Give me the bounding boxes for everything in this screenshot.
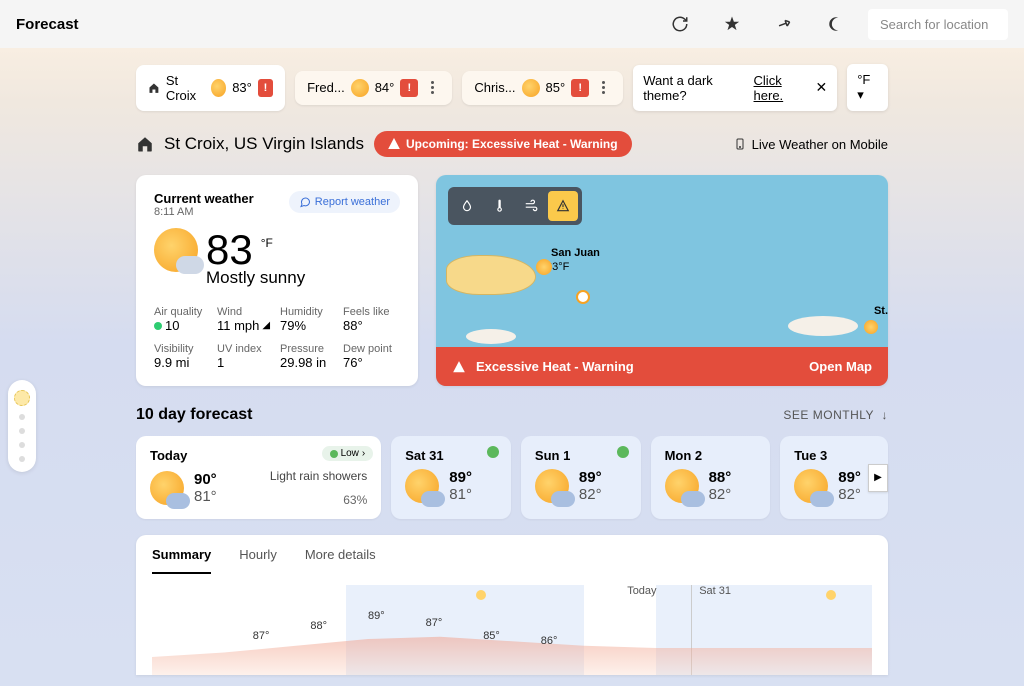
pollen-icon [617, 446, 629, 458]
location-header: St Croix, US Virgin Islands Upcoming: Ex… [136, 131, 888, 157]
warning-pill[interactable]: Upcoming: Excessive Heat - Warning [374, 131, 632, 157]
map-footer: Excessive Heat - Warning Open Map [436, 347, 888, 386]
tab-temp: 84° [375, 80, 395, 95]
scroll-right-button[interactable]: ▶ [868, 464, 888, 492]
map-layer-temp[interactable] [484, 191, 514, 221]
stats-grid: Air quality10 Wind11 mph ◢ Humidity79% F… [154, 306, 400, 370]
map-layer-alert[interactable] [548, 191, 578, 221]
weather-icon [665, 469, 699, 503]
map-shape [466, 329, 516, 344]
warning-icon [388, 138, 400, 150]
main-row: Current weather 8:11 AM Report weather 8… [136, 175, 888, 386]
content: St Croix 83° Fred... 84° Chris... 85° Wa… [0, 48, 1024, 675]
pollen-icon [487, 446, 499, 458]
dark-theme-banner: Want a dark theme? Click here. ✕ [633, 65, 837, 111]
forecast-card[interactable]: Sun 1 89°82° [521, 436, 641, 519]
report-weather-button[interactable]: Report weather [289, 191, 400, 213]
loc-tab[interactable]: Chris... 85° [462, 71, 623, 105]
tab-more[interactable]: More details [305, 547, 376, 574]
tab-name: Fred... [307, 80, 345, 95]
alert-badge [258, 79, 273, 97]
forecast-header: 10 day forecast SEE MONTHLY ↓ [136, 406, 888, 424]
see-monthly-button[interactable]: SEE MONTHLY ↓ [783, 408, 888, 422]
app-title: Forecast [16, 16, 648, 33]
banner-text: Want a dark theme? [643, 73, 745, 103]
temp-display: 83 °F [154, 226, 400, 274]
sun-marker-icon [826, 590, 836, 600]
refresh-icon[interactable] [660, 4, 700, 44]
map-layer-wind[interactable] [516, 191, 546, 221]
home-icon [136, 135, 154, 153]
map-card[interactable]: San Juan 83°F St. Excessive Heat - Warni… [436, 175, 888, 386]
forecast-row: Today Low › 90°81° Light rain showers63%… [136, 436, 888, 519]
tab-temp: 85° [546, 80, 566, 95]
topbar: Forecast Search for location [0, 0, 1024, 48]
sun-icon [211, 79, 226, 97]
location-title: St Croix, US Virgin Islands [164, 134, 364, 154]
sun-icon [351, 79, 369, 97]
warning-icon [452, 360, 466, 374]
cc-title: Current weather [154, 191, 254, 206]
map-toolbar [448, 187, 582, 225]
theme-icon[interactable] [816, 4, 856, 44]
detail-card: Summary Hourly More details Today Sat 31… [136, 535, 888, 675]
map-island [446, 255, 536, 295]
more-icon[interactable] [424, 81, 440, 94]
pollen-pill: Low › [322, 446, 374, 461]
tab-name: St Croix [166, 73, 205, 103]
forecast-card[interactable]: Mon 2 88°82° [651, 436, 771, 519]
map-city-label: San Juan [551, 247, 600, 259]
alert-badge [571, 79, 589, 97]
loc-tab[interactable]: Fred... 84° [295, 71, 452, 105]
map-layer-precip[interactable] [452, 191, 482, 221]
map-marker-icon [536, 259, 552, 275]
tab-summary[interactable]: Summary [152, 547, 211, 574]
more-icon[interactable] [595, 81, 611, 94]
chat-icon [299, 196, 311, 208]
weather-icon [150, 471, 184, 505]
favorite-icon[interactable] [712, 4, 752, 44]
current-weather-card: Current weather 8:11 AM Report weather 8… [136, 175, 418, 386]
map-point-icon [576, 290, 590, 304]
sun-icon [522, 79, 540, 97]
cc-time: 8:11 AM [154, 206, 254, 218]
map-marker-icon [864, 320, 878, 334]
tab-name: Chris... [474, 80, 515, 95]
close-icon[interactable]: ✕ [815, 79, 827, 96]
open-map-button[interactable]: Open Map [809, 359, 872, 374]
weather-icon [794, 469, 828, 503]
phone-icon [734, 136, 746, 152]
weather-icon [154, 228, 198, 272]
pin-icon[interactable] [764, 4, 804, 44]
loc-tab-home[interactable]: St Croix 83° [136, 65, 285, 111]
alert-badge [400, 79, 418, 97]
unit-toggle[interactable]: °F ▾ [847, 64, 888, 111]
detail-tabs: Summary Hourly More details [152, 547, 872, 575]
temp-unit: °F [261, 236, 273, 250]
forecast-card-today[interactable]: Today Low › 90°81° Light rain showers63% [136, 436, 381, 519]
banner-link[interactable]: Click here. [754, 73, 808, 103]
forecast-card[interactable]: Sat 31 89°81° [391, 436, 511, 519]
map-warning-text: Excessive Heat - Warning [476, 359, 634, 374]
weather-icon [535, 469, 569, 503]
mobile-link[interactable]: Live Weather on Mobile [734, 136, 888, 152]
summary-chart: Today Sat 31 87° 88° 89° 87° 85° 86° [152, 585, 872, 675]
current-temp: 83 [206, 226, 253, 274]
tab-hourly[interactable]: Hourly [239, 547, 277, 574]
forecast-title: 10 day forecast [136, 406, 253, 424]
home-icon [148, 81, 160, 95]
tab-temp: 83° [232, 80, 252, 95]
location-tabs: St Croix 83° Fred... 84° Chris... 85° Wa… [136, 64, 888, 111]
weather-icon [405, 469, 439, 503]
search-input[interactable]: Search for location [868, 9, 1008, 40]
condition-text: Mostly sunny [206, 268, 400, 288]
map-label2: St. [874, 305, 888, 317]
map-shape [788, 316, 858, 336]
sun-marker-icon [476, 590, 486, 600]
